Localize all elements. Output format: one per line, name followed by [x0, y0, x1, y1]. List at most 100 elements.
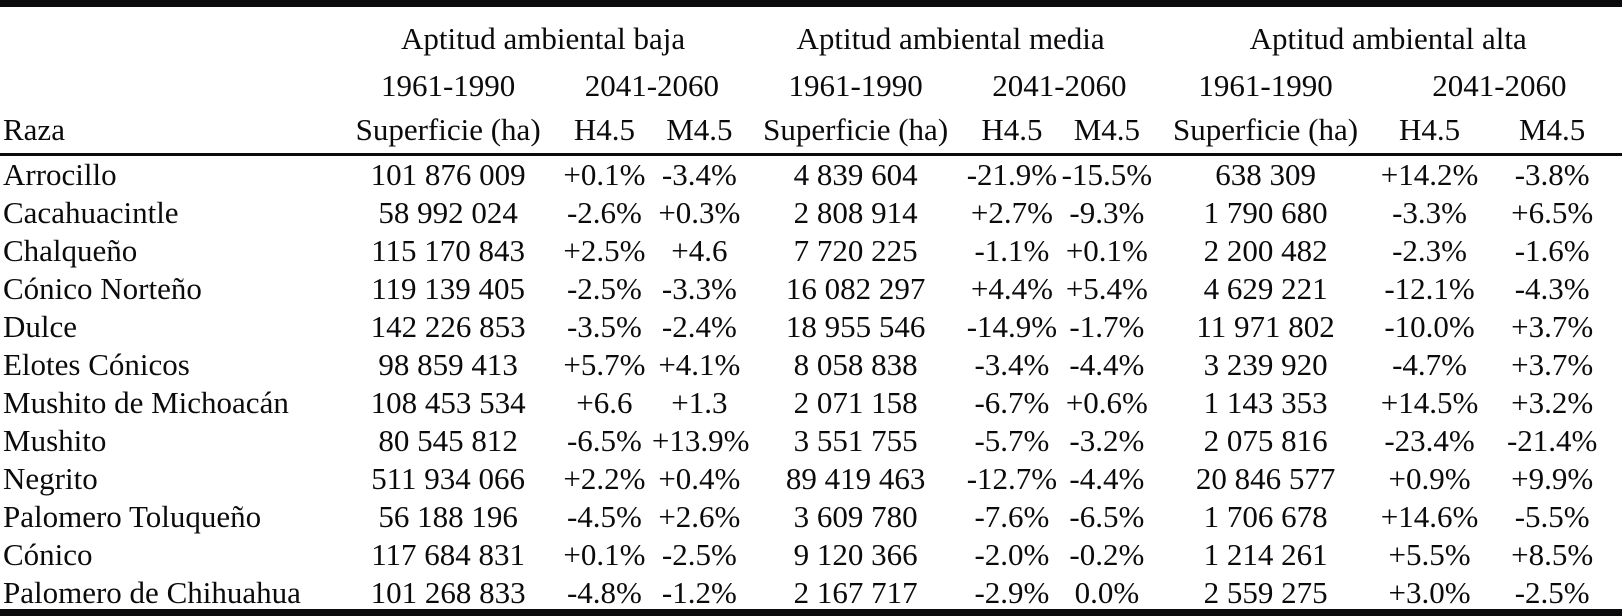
m45-cell: +0.6% [1065, 385, 1148, 420]
h45-cell: -2.9% [974, 575, 1050, 610]
superficie-cell: 16 082 297 [785, 271, 926, 306]
raza-cell: Mushito [3, 423, 107, 458]
m45-cell: -4.4% [1069, 461, 1145, 496]
superficie-column-header: Superficie (ha) [746, 106, 965, 156]
superficie-cell: 2 559 275 [1203, 575, 1328, 610]
table-row: Elotes Cónicos 98 859 413 +5.7% +4.1% 8 058 … [0, 346, 1622, 384]
raza-cell: Dulce [3, 309, 78, 344]
raza-cell: Cónico Norteño [3, 271, 202, 306]
superficie-cell: 8 058 838 [793, 347, 918, 382]
h45-cell: +0.1% [563, 157, 646, 192]
m45-cell: -4.4% [1069, 347, 1145, 382]
table-row: Arrocillo 101 876 009 +0.1% -3.4% 4 839 604 -… [0, 155, 1622, 195]
table-row: Chalqueño 115 170 843 +2.5% +4.6 7 720 225 -1… [0, 232, 1622, 270]
m45-column-header: M4.5 [651, 106, 747, 156]
h45-cell: -23.4% [1384, 423, 1475, 458]
m45-cell: +3.7% [1511, 309, 1594, 344]
m45-cell: -2.5% [1514, 575, 1590, 610]
superficie-cell: 80 545 812 [378, 423, 518, 458]
period-future-media: 2041-2060 [992, 68, 1127, 103]
m45-column-header: M4.5 [1482, 106, 1622, 156]
superficie-cell: 1 143 353 [1203, 385, 1328, 420]
h45-cell: -4.8% [566, 575, 642, 610]
h45-cell: -3.4% [974, 347, 1050, 382]
raza-cell: Cónico [3, 537, 93, 572]
raza-cell: Mushito de Michoacán [3, 385, 289, 420]
m45-cell: -21.4% [1506, 423, 1598, 458]
h45-cell: +5.5% [1388, 537, 1471, 572]
h45-cell: -12.1% [1384, 271, 1475, 306]
m45-cell: -3.4% [661, 157, 737, 192]
group-header-media: Aptitud ambiental media [796, 21, 1105, 56]
h45-cell: +0.9% [1388, 461, 1471, 496]
superficie-cell: 98 859 413 [378, 347, 518, 382]
table-row: Mushito de Michoacán 108 453 534 +6.6 +1.3 2… [0, 384, 1622, 422]
h45-column-header: H4.5 [964, 106, 1060, 156]
superficie-cell: 3 551 755 [793, 423, 918, 458]
m45-cell: +4.6 [671, 233, 728, 268]
table-row: Cónico Norteño 119 139 405 -2.5% -3.3% 16 08… [0, 270, 1622, 308]
m45-cell: +0.1% [1065, 233, 1148, 268]
m45-cell: -6.5% [1069, 499, 1145, 534]
raza-cell: Arrocillo [3, 157, 117, 192]
corner-spacer [0, 7, 339, 59]
superficie-cell: 7 720 225 [793, 233, 918, 268]
h45-cell: -2.0% [974, 537, 1050, 572]
h45-cell: -10.0% [1384, 309, 1475, 344]
m45-cell: +5.4% [1065, 271, 1148, 306]
h45-cell: -6.7% [974, 385, 1050, 420]
period-future-baja: 2041-2060 [584, 68, 720, 103]
superficie-cell: 638 309 [1215, 157, 1316, 192]
m45-cell: +3.2% [1511, 385, 1594, 420]
h45-cell: +3.0% [1388, 575, 1471, 610]
m45-cell: -2.4% [661, 309, 737, 344]
m45-cell: +13.9% [651, 423, 750, 458]
corner-spacer [0, 59, 339, 106]
aptitud-ambiental-table: Aptitud ambiental baja Aptitud ambiental… [0, 7, 1622, 612]
m45-cell: -3.3% [661, 271, 737, 306]
superficie-column-header: Superficie (ha) [339, 106, 557, 156]
period-past-baja: 1961-1990 [380, 68, 516, 103]
period-header-row: 1961-1990 2041-2060 1961-1990 2041-2060 … [0, 59, 1622, 106]
group-header-alta: Aptitud ambiental alta [1249, 21, 1527, 56]
h45-cell: -4.5% [566, 499, 642, 534]
m45-cell: +0.3% [658, 195, 741, 230]
column-header-row: Raza Superficie (ha) H4.5 M4.5 Superfici… [0, 106, 1622, 156]
superficie-cell: 142 226 853 [370, 309, 526, 344]
superficie-cell: 4 839 604 [793, 157, 918, 192]
table-row: Dulce 142 226 853 -3.5% -2.4% 18 955 546 -14.… [0, 308, 1622, 346]
m45-cell: -1.2% [661, 575, 737, 610]
h45-cell: -2.5% [566, 271, 642, 306]
superficie-cell: 2 808 914 [793, 195, 918, 230]
table-row: Cónico 117 684 831 +0.1% -2.5% 9 120 366 -2.0… [0, 536, 1622, 574]
h45-cell: -6.5% [566, 423, 642, 458]
raza-cell: Chalqueño [3, 233, 138, 268]
h45-cell: -2.3% [1392, 233, 1467, 268]
superficie-cell: 20 846 577 [1195, 461, 1336, 496]
h45-cell: +14.2% [1380, 157, 1479, 192]
superficie-cell: 115 170 843 [371, 233, 526, 268]
raza-cell: Palomero Toluqueño [3, 499, 262, 534]
m45-cell: -1.7% [1069, 309, 1145, 344]
superficie-cell: 101 268 833 [370, 575, 526, 610]
superficie-cell: 89 419 463 [785, 461, 926, 496]
superficie-cell: 3 609 780 [793, 499, 918, 534]
period-past-media: 1961-1990 [788, 68, 923, 103]
m45-cell: +9.9% [1511, 461, 1594, 496]
m45-cell: +4.1% [658, 347, 741, 382]
h45-cell: -1.1% [974, 233, 1050, 268]
h45-cell: +2.7% [970, 195, 1053, 230]
table-row: Palomero de Chihuahua 101 268 833 -4.8% -1.… [0, 574, 1622, 612]
h45-cell: -3.3% [1392, 195, 1467, 230]
m45-cell: -3.2% [1069, 423, 1145, 458]
table-row: Palomero Toluqueño 56 188 196 -4.5% +2.6% 3 … [0, 498, 1622, 536]
superficie-cell: 11 971 802 [1196, 309, 1335, 344]
h45-cell: -21.9% [966, 157, 1058, 192]
superficie-cell: 119 139 405 [371, 271, 526, 306]
h45-cell: +2.2% [563, 461, 646, 496]
h45-cell: -14.9% [966, 309, 1058, 344]
superficie-cell: 511 934 066 [371, 461, 526, 496]
m45-cell: -9.3% [1069, 195, 1145, 230]
m45-cell: +2.6% [658, 499, 741, 534]
